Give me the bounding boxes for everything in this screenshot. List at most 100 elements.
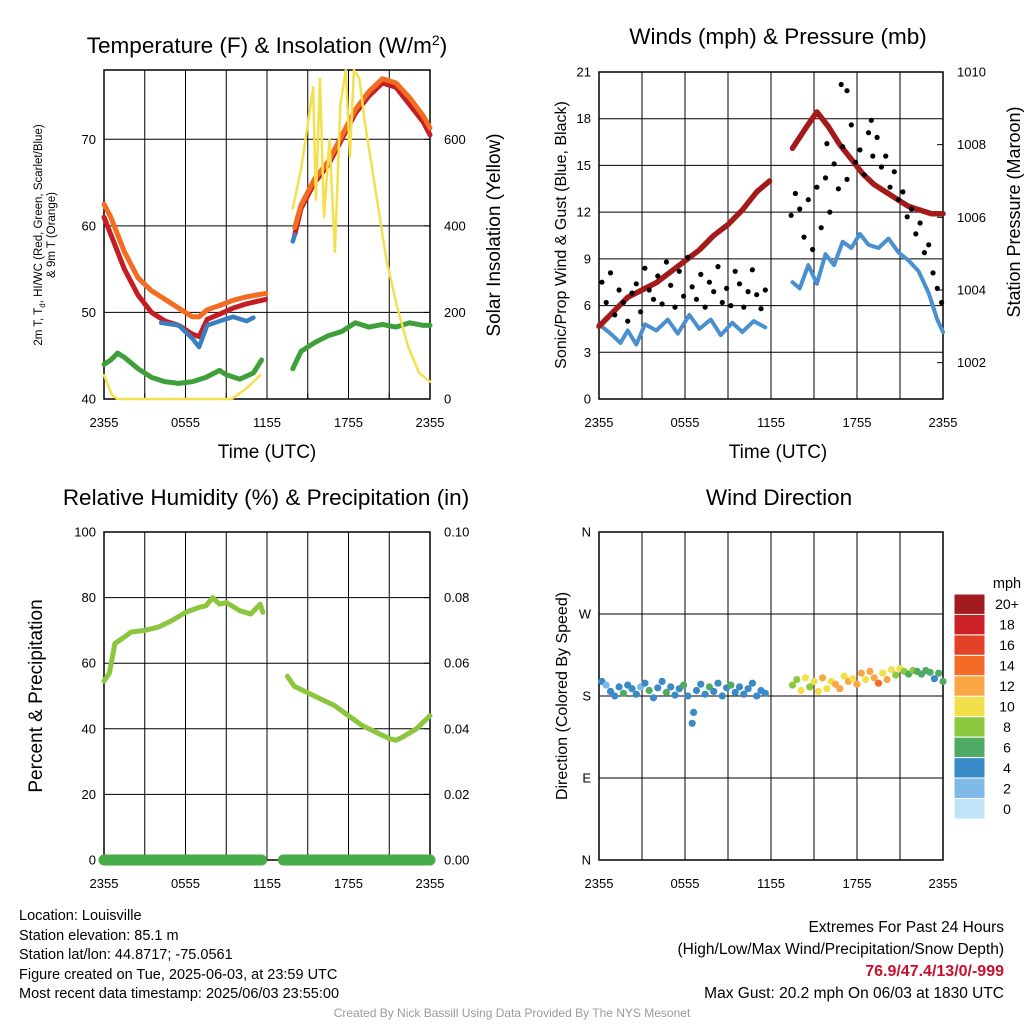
direction-point — [718, 692, 726, 700]
x-tick-label: 0555 — [171, 876, 200, 891]
plot-frame — [103, 69, 431, 400]
direction-point — [892, 671, 900, 679]
direction-point — [883, 676, 891, 684]
colorbar-swatch — [953, 777, 986, 800]
gust-point — [939, 299, 945, 306]
gust-point — [921, 250, 928, 256]
gust-point — [797, 206, 803, 212]
y2-tick-label: 600 — [444, 132, 466, 147]
winds-panel: Winds (mph) & Pressure (mb) Time (UTC) S… — [553, 24, 1024, 463]
x-tick-label: 1755 — [334, 876, 363, 891]
colorbar-swatch — [953, 593, 986, 615]
gust-point — [745, 289, 751, 295]
direction-point — [701, 690, 709, 698]
y-tick-label: 12 — [577, 205, 591, 220]
direction-point — [727, 681, 735, 689]
extremes-summary: Extremes For Past 24 Hours (High/Low/Max… — [678, 917, 1005, 1005]
x-tick-label: 2355 — [585, 415, 614, 430]
x-tick-label: 1755 — [843, 415, 872, 430]
gust-point — [926, 242, 932, 248]
direction-point — [930, 675, 939, 683]
direction-point — [671, 691, 679, 699]
direction-point — [602, 681, 610, 689]
gust-point — [831, 161, 837, 167]
y2-tick-label: 1002 — [957, 355, 986, 370]
x-tick-label: 0555 — [671, 876, 700, 891]
colorbar-swatch — [953, 613, 986, 636]
direction-point — [684, 692, 692, 700]
series-solar-insolation-line — [102, 68, 432, 401]
gust-point — [900, 189, 906, 195]
y-tick-label: 60 — [82, 218, 96, 233]
credit-line: Created By Nick Bassill Using Data Provi… — [333, 1006, 691, 1020]
colorbar-swatch — [953, 695, 986, 718]
gust-point — [861, 172, 867, 178]
direction-point — [619, 689, 628, 697]
gust-point — [672, 304, 678, 310]
direction-point — [705, 683, 714, 691]
gust-point — [887, 184, 893, 190]
direction-point — [810, 677, 818, 686]
temperature-panel: Temperature (F) & Insolation (W/m2) Time… — [33, 32, 505, 463]
gust-point — [827, 209, 833, 215]
gust-point — [891, 169, 897, 175]
figure-created: Figure created on Tue, 2025-06-03, at 23… — [19, 966, 338, 983]
gust-point — [838, 81, 844, 88]
direction-point — [926, 668, 934, 676]
series-pressure-line — [596, 109, 946, 330]
temperature-y-label: 2m T, Td, HI/WC (Red, Green, Scarlet/Blu… — [33, 124, 58, 345]
direction-point — [819, 674, 827, 682]
direction-point — [866, 667, 874, 676]
y-tick-label: 0 — [89, 853, 96, 868]
gust-point — [629, 290, 635, 296]
y2-tick-label: 1010 — [957, 65, 986, 80]
direction-point — [667, 683, 675, 691]
direction-point — [797, 686, 805, 695]
y-tick-label: W — [579, 607, 592, 622]
gust-point — [633, 281, 639, 287]
colorbar-label: 10 — [999, 699, 1015, 715]
direction-point — [879, 669, 887, 677]
gust-point — [788, 212, 794, 218]
colorbar-label: 6 — [1003, 739, 1011, 755]
gust-point — [620, 299, 627, 306]
gust-point — [908, 206, 915, 212]
direction-point — [874, 679, 883, 687]
colorbar-label: 4 — [1003, 760, 1011, 776]
gust-point — [835, 186, 842, 192]
y-tick-label: 60 — [82, 656, 96, 671]
x-tick-label: 1155 — [253, 876, 281, 891]
direction-point — [788, 681, 797, 689]
direction-panel-title: Wind Direction — [706, 485, 852, 510]
x-tick-label: 1155 — [757, 415, 785, 430]
gust-point — [693, 296, 700, 302]
gust-point — [844, 176, 850, 182]
gust-point — [853, 159, 859, 165]
gust-point — [663, 259, 670, 265]
y2-tick-label: 0.02 — [444, 787, 469, 802]
direction-point — [649, 694, 658, 702]
y-tick-label: 80 — [82, 590, 96, 605]
direction-point — [753, 692, 761, 700]
y2-tick-label: 0.00 — [444, 853, 469, 868]
series-td-line — [101, 320, 433, 386]
gust-point — [724, 285, 730, 291]
gust-point — [685, 254, 691, 260]
gust-point — [801, 234, 807, 240]
colorbar-swatch — [953, 716, 986, 738]
direction-point — [870, 674, 878, 682]
y-tick-label: S — [582, 689, 591, 704]
gust-point — [698, 271, 704, 277]
direction-point — [823, 685, 831, 693]
colorbar-swatch — [953, 757, 986, 779]
plot-frame — [598, 531, 944, 861]
colorbar-swatch — [953, 634, 986, 656]
colorbar-swatch — [953, 798, 986, 820]
gust-point — [814, 184, 820, 190]
gust-point — [681, 293, 687, 299]
direction-point — [935, 669, 943, 677]
station-location: Location: Louisville — [19, 908, 142, 924]
direction-point — [688, 719, 696, 727]
gust-point — [824, 141, 830, 147]
gust-point — [865, 130, 872, 136]
